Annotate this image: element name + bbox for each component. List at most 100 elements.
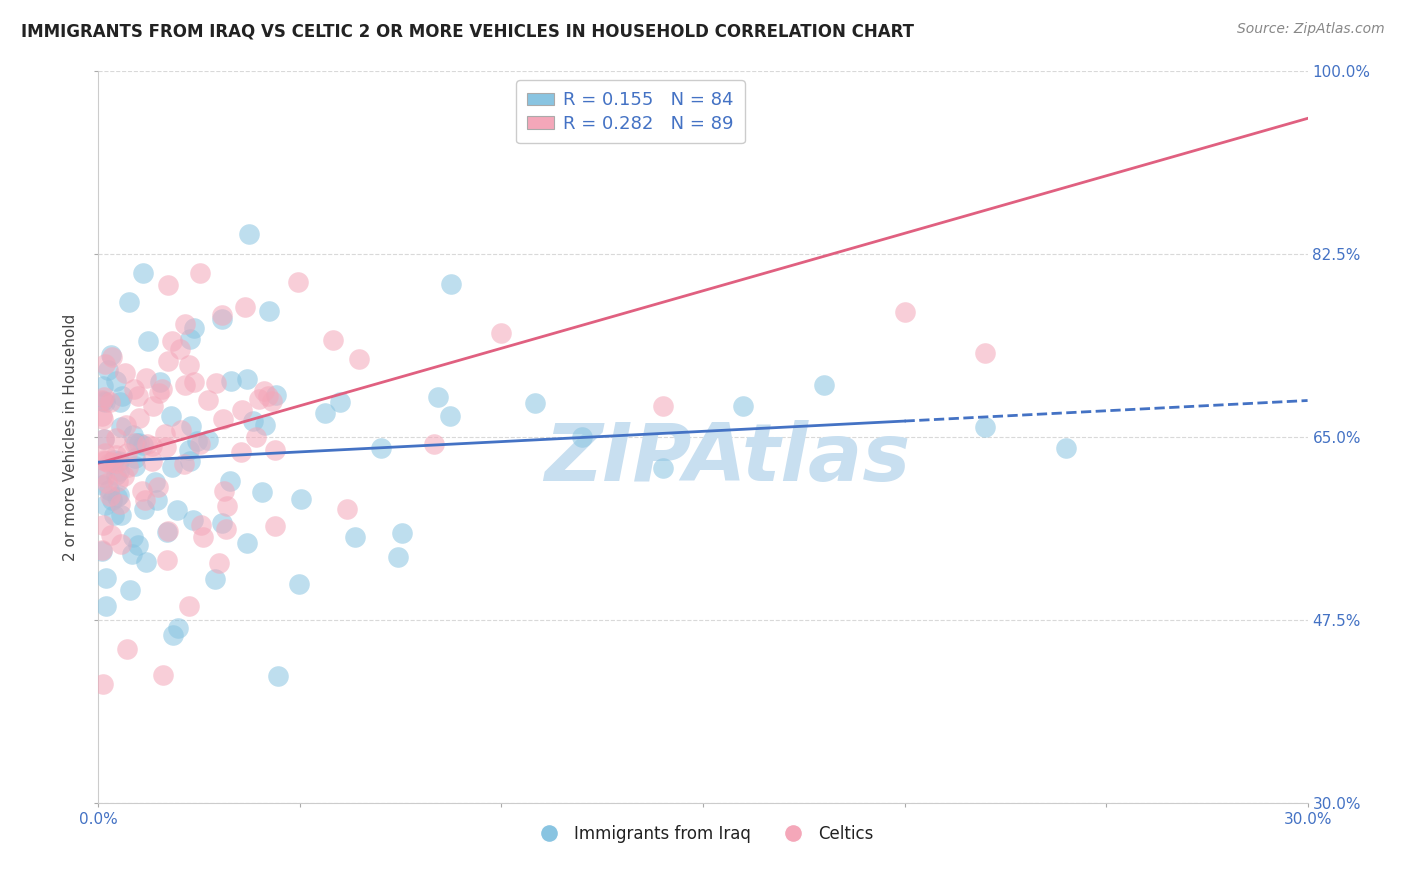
Point: [156, 354, 179, 368]
Point: [100, 492, 122, 507]
Point: [91, 411, 114, 425]
Point: [177, 442, 200, 457]
Point: [229, 445, 252, 459]
Point: [179, 599, 201, 613]
Point: [260, 394, 283, 409]
Point: [267, 668, 290, 682]
Point: [242, 413, 264, 427]
Point: [211, 311, 233, 326]
Point: [134, 493, 156, 508]
Point: [122, 530, 145, 544]
Point: [233, 301, 256, 315]
Point: [211, 516, 233, 530]
Point: [107, 454, 129, 468]
Point: [91, 544, 114, 558]
Point: [108, 488, 131, 502]
Point: [256, 389, 278, 403]
Point: [157, 524, 180, 539]
Text: ZIPAtlas: ZIPAtlas: [544, 420, 910, 498]
Point: [236, 536, 259, 550]
Point: [236, 372, 259, 386]
Point: [219, 474, 242, 488]
Point: [162, 460, 184, 475]
Point: [173, 457, 195, 471]
Point: [250, 485, 273, 500]
Point: [97, 483, 120, 498]
Point: [571, 430, 593, 444]
Point: [152, 668, 174, 682]
Point: [132, 266, 155, 280]
Point: [247, 392, 270, 407]
Point: [974, 346, 997, 360]
Point: [391, 526, 413, 541]
Point: [115, 417, 138, 432]
Point: [93, 677, 115, 691]
Point: [153, 426, 176, 441]
Point: [141, 440, 163, 454]
Point: [121, 547, 143, 561]
Point: [127, 388, 149, 402]
Point: [94, 453, 117, 467]
Point: [264, 387, 287, 401]
Point: [91, 393, 114, 408]
Point: [100, 454, 122, 468]
Point: [91, 543, 114, 558]
Point: [108, 464, 131, 478]
Point: [146, 492, 169, 507]
Point: [115, 445, 138, 459]
Point: [160, 334, 183, 349]
Point: [491, 326, 513, 340]
Point: [132, 438, 155, 452]
Point: [893, 304, 915, 318]
Point: [124, 458, 146, 473]
Y-axis label: 2 or more Vehicles in Household: 2 or more Vehicles in Household: [63, 313, 79, 561]
Point: [122, 435, 145, 450]
Point: [110, 537, 132, 551]
Point: [108, 497, 131, 511]
Point: [134, 501, 156, 516]
Point: [183, 321, 205, 335]
Point: [105, 448, 128, 462]
Point: [136, 334, 159, 348]
Point: [370, 441, 392, 455]
Point: [98, 395, 121, 409]
Point: [110, 419, 132, 434]
Point: [97, 456, 120, 470]
Point: [190, 266, 212, 280]
Point: [263, 519, 285, 533]
Point: [524, 396, 547, 410]
Point: [179, 454, 201, 468]
Point: [94, 446, 117, 460]
Point: [174, 378, 197, 392]
Point: [157, 277, 180, 292]
Point: [253, 417, 276, 432]
Point: [253, 384, 276, 398]
Point: [96, 571, 118, 585]
Point: [91, 394, 114, 409]
Point: [439, 409, 461, 424]
Point: [215, 499, 238, 513]
Point: [117, 294, 139, 309]
Point: [183, 375, 205, 389]
Point: [211, 309, 233, 323]
Point: [107, 475, 129, 489]
Point: [101, 350, 124, 364]
Point: [212, 483, 235, 498]
Point: [733, 399, 755, 413]
Point: [136, 436, 159, 450]
Point: [124, 451, 146, 466]
Point: [329, 394, 352, 409]
Point: [290, 492, 312, 507]
Point: [813, 377, 835, 392]
Point: [179, 332, 201, 346]
Point: [97, 362, 120, 376]
Point: [100, 348, 122, 362]
Point: [135, 371, 157, 385]
Point: [264, 442, 287, 457]
Point: [212, 412, 235, 426]
Text: Source: ZipAtlas.com: Source: ZipAtlas.com: [1237, 22, 1385, 37]
Point: [322, 333, 344, 347]
Point: [190, 517, 212, 532]
Point: [115, 642, 138, 657]
Point: [122, 428, 145, 442]
